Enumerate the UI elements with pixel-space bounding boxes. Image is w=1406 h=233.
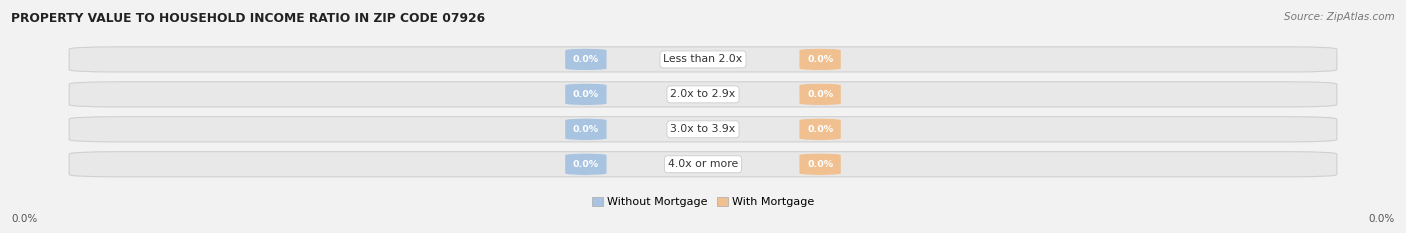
Text: 0.0%: 0.0% [807,160,834,169]
Text: 3.0x to 3.9x: 3.0x to 3.9x [671,124,735,134]
Text: 0.0%: 0.0% [807,125,834,134]
Text: 0.0%: 0.0% [11,214,38,224]
FancyBboxPatch shape [800,84,841,105]
Text: 0.0%: 0.0% [572,90,599,99]
Text: 0.0%: 0.0% [572,125,599,134]
FancyBboxPatch shape [800,154,841,175]
Text: 0.0%: 0.0% [807,90,834,99]
Text: Source: ZipAtlas.com: Source: ZipAtlas.com [1284,12,1395,22]
Text: 4.0x or more: 4.0x or more [668,159,738,169]
Text: 0.0%: 0.0% [1368,214,1395,224]
Text: 0.0%: 0.0% [807,55,834,64]
Text: PROPERTY VALUE TO HOUSEHOLD INCOME RATIO IN ZIP CODE 07926: PROPERTY VALUE TO HOUSEHOLD INCOME RATIO… [11,12,485,25]
FancyBboxPatch shape [800,49,841,70]
Text: 0.0%: 0.0% [572,55,599,64]
FancyBboxPatch shape [565,84,606,105]
Text: 2.0x to 2.9x: 2.0x to 2.9x [671,89,735,99]
Text: Less than 2.0x: Less than 2.0x [664,55,742,64]
FancyBboxPatch shape [565,118,606,140]
FancyBboxPatch shape [69,47,1337,72]
FancyBboxPatch shape [69,117,1337,142]
FancyBboxPatch shape [69,152,1337,177]
FancyBboxPatch shape [69,82,1337,107]
Text: 0.0%: 0.0% [572,160,599,169]
FancyBboxPatch shape [565,154,606,175]
FancyBboxPatch shape [800,118,841,140]
Legend: Without Mortgage, With Mortgage: Without Mortgage, With Mortgage [592,197,814,207]
FancyBboxPatch shape [565,49,606,70]
